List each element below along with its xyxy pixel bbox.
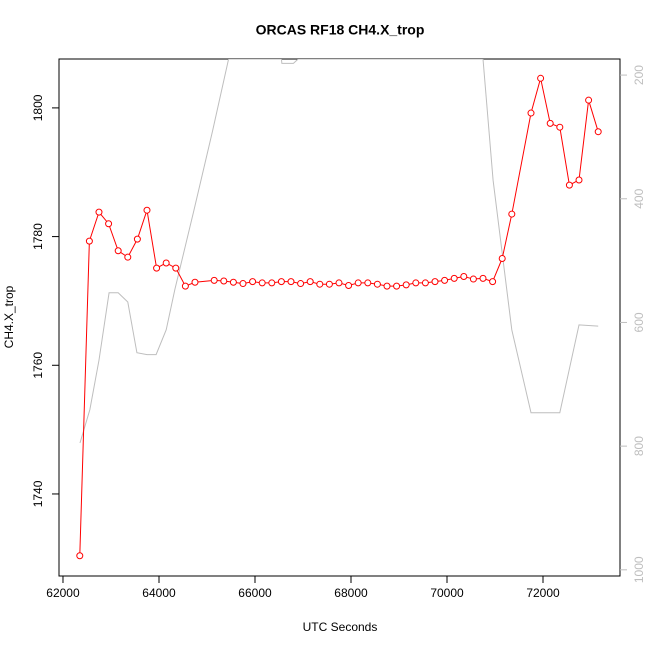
y-tick-label: 1760 [31, 352, 45, 379]
data-point [306, 278, 314, 286]
x-tick-label: 72000 [526, 586, 560, 600]
data-point [345, 281, 353, 289]
chart-title: ORCAS RF18 CH4.X_trop [256, 22, 425, 38]
plot-frame [58, 58, 621, 577]
data-point [373, 280, 381, 288]
data-point [229, 278, 237, 286]
data-point [585, 96, 593, 104]
data-point [383, 282, 391, 290]
y-tick-label: 1740 [31, 480, 45, 507]
data-point [76, 552, 84, 560]
x-tick-label: 70000 [430, 586, 464, 600]
data-point [469, 275, 477, 283]
data-point [565, 181, 573, 189]
data-point [527, 109, 535, 117]
x-tick-label: 68000 [334, 586, 368, 600]
data-point [210, 276, 218, 284]
data-point [316, 280, 324, 288]
y-tick-label: 1800 [31, 94, 45, 121]
y2-tick-label: 400 [632, 188, 646, 208]
data-point [354, 279, 362, 287]
data-point [498, 254, 506, 262]
series-line [79, 78, 599, 556]
data-point [335, 279, 343, 287]
y2-tick-label: 600 [632, 312, 646, 332]
data-point [546, 119, 554, 127]
data-point [277, 278, 285, 286]
plot-area [76, 59, 602, 560]
data-point [421, 279, 429, 287]
data-point [85, 237, 93, 245]
data-point [268, 279, 276, 287]
data-point [143, 206, 151, 214]
data-point [220, 277, 228, 285]
y-tick-label: 1780 [31, 223, 45, 250]
data-point [556, 123, 564, 131]
data-point [594, 128, 602, 136]
data-point [133, 235, 141, 243]
data-point [364, 279, 372, 287]
data-point [508, 210, 516, 218]
y2-tick-label: 1000 [632, 556, 646, 583]
data-point [460, 272, 468, 280]
data-point [441, 276, 449, 284]
data-point [258, 279, 266, 287]
x-tick-label: 64000 [142, 586, 176, 600]
data-point [412, 279, 420, 287]
data-point [393, 282, 401, 290]
data-point [249, 278, 257, 286]
data-point [124, 253, 132, 261]
data-point [450, 274, 458, 282]
data-point [431, 278, 439, 286]
data-point [402, 281, 410, 289]
data-point [489, 278, 497, 286]
y2-tick-label: 200 [632, 65, 646, 85]
data-point [105, 220, 113, 228]
data-point [95, 208, 103, 216]
series-line [79, 59, 599, 444]
y2-tick-label: 800 [632, 436, 646, 456]
data-point [575, 176, 583, 184]
data-point [153, 264, 161, 272]
x-tick-label: 66000 [238, 586, 272, 600]
x-axis-label: UTC Seconds [303, 620, 378, 634]
data-point [287, 278, 295, 286]
data-point [479, 274, 487, 282]
data-point [239, 280, 247, 288]
data-point [191, 278, 199, 286]
x-tick-label: 62000 [46, 586, 80, 600]
y-axis-label: CH4.X_trop [2, 285, 16, 348]
data-point [162, 259, 170, 267]
data-point [537, 74, 545, 82]
data-point [172, 264, 180, 272]
data-point [297, 280, 305, 288]
data-point [181, 282, 189, 290]
data-point [325, 280, 333, 288]
data-point [114, 247, 122, 255]
